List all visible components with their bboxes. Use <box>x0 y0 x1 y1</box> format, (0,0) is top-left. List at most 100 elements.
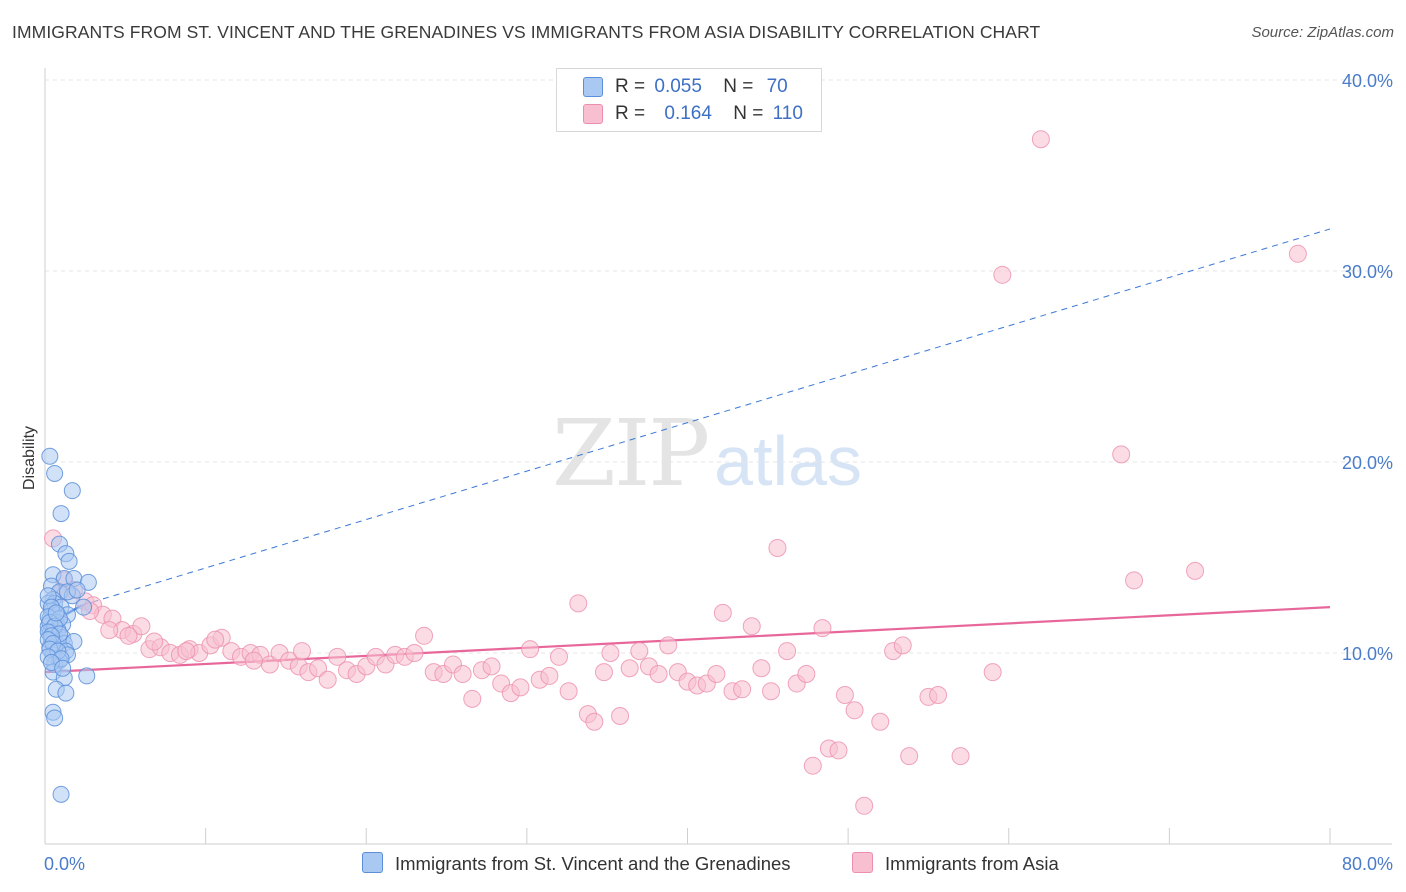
data-point-asia <box>569 594 588 613</box>
axis-labels: 10.0% 20.0% 30.0% 40.0% 0.0% 80.0% Disability <box>21 71 1393 874</box>
data-point-asia <box>100 621 119 640</box>
y-tick-label: 20.0% <box>1342 453 1393 473</box>
bottom-legend-label-pink: Immigrants from Asia <box>885 853 1059 874</box>
data-point-asia <box>659 636 678 655</box>
data-point-svg <box>41 447 59 465</box>
data-point-asia <box>829 741 848 760</box>
data-point-asia <box>1112 445 1131 464</box>
data-point-asia <box>620 659 639 678</box>
data-point-asia <box>835 686 854 705</box>
data-point-asia <box>482 657 501 676</box>
data-point-asia <box>649 665 668 684</box>
data-point-asia <box>803 756 822 775</box>
data-point-asia <box>293 642 311 661</box>
data-point-asia <box>1186 561 1205 580</box>
bottom-legend-blue: Immigrants from St. Vincent and the Gren… <box>362 852 791 875</box>
data-point-svg <box>78 667 96 685</box>
legend-r-label: R = <box>615 103 646 124</box>
trend-lines <box>44 228 1331 674</box>
series-asia-points <box>44 130 1307 815</box>
data-point-asia <box>768 538 787 557</box>
legend-r-value: 0.164 <box>664 103 712 124</box>
data-point-asia <box>453 665 472 684</box>
watermark: ZIPatlas <box>552 400 862 507</box>
data-point-asia <box>328 647 347 666</box>
data-point-svg <box>52 505 70 523</box>
data-point-asia <box>177 642 196 661</box>
chart-title: IMMIGRANTS FROM ST. VINCENT AND THE GREN… <box>12 22 1041 42</box>
data-point-asia <box>900 747 919 766</box>
series-svg-points <box>39 447 97 803</box>
source-credit: Source: ZipAtlas.com <box>1251 24 1394 41</box>
legend-swatch-blue <box>583 77 603 97</box>
data-point-asia <box>813 619 832 638</box>
data-point-asia <box>951 747 970 766</box>
data-point-asia <box>309 659 328 678</box>
watermark-atlas: atlas <box>714 422 863 500</box>
data-point-asia <box>742 617 761 636</box>
data-point-asia <box>540 666 559 685</box>
data-point-svg <box>46 709 64 727</box>
trend-line-svg-extension <box>81 228 1331 606</box>
data-point-asia <box>630 642 649 661</box>
data-point-asia <box>145 632 164 651</box>
legend-n-value: 110 <box>772 103 803 124</box>
data-point-asia <box>521 640 540 659</box>
y-tick-label: 10.0% <box>1342 644 1393 664</box>
data-point-svg <box>75 598 93 616</box>
watermark-zip: ZIP <box>552 400 710 507</box>
x-tick-label: 80.0% <box>1342 854 1393 874</box>
legend-n-value: 70 <box>766 76 788 97</box>
data-point-asia <box>119 626 138 645</box>
bottom-legend-label-blue: Immigrants from St. Vincent and the Gren… <box>395 853 791 874</box>
data-point-asia <box>1125 571 1144 590</box>
data-point-asia <box>1288 244 1307 263</box>
data-point-asia <box>797 665 816 684</box>
legend-n-label: N = <box>733 103 764 124</box>
data-point-asia <box>752 659 771 678</box>
data-point-asia <box>601 644 620 662</box>
bottom-legend-swatch-blue <box>362 852 383 873</box>
data-point-asia <box>733 680 752 699</box>
data-point-svg <box>57 684 75 702</box>
y-tick-label: 30.0% <box>1342 262 1393 282</box>
data-point-svg <box>68 581 86 599</box>
y-tick-label: 40.0% <box>1342 71 1393 91</box>
data-point-asia <box>206 630 225 649</box>
correlation-legend: R = 0.055 N = 70 R = 0.164 N = 110 <box>556 68 822 132</box>
legend-r-value: 0.055 <box>654 76 702 97</box>
data-point-asia <box>463 689 482 708</box>
data-point-asia <box>405 644 424 662</box>
data-point-asia <box>244 651 263 670</box>
data-point-asia <box>1031 130 1050 149</box>
data-point-asia <box>594 663 613 682</box>
data-point-svg <box>54 659 72 677</box>
data-point-svg <box>46 464 64 482</box>
data-point-asia <box>762 682 781 701</box>
bottom-legend-pink: Immigrants from Asia <box>852 852 1059 875</box>
data-point-asia <box>845 701 864 720</box>
data-point-svg <box>63 482 81 500</box>
data-point-asia <box>713 603 732 622</box>
data-point-svg <box>47 604 65 622</box>
legend-swatch-pink <box>583 104 603 124</box>
x-tick-label: 0.0% <box>44 854 85 874</box>
data-point-asia <box>550 647 568 666</box>
legend-r-label: R = <box>615 76 646 97</box>
data-point-asia <box>132 617 151 636</box>
axes <box>44 68 1392 845</box>
y-axis-label: Disability <box>21 426 38 490</box>
data-point-asia <box>871 712 890 731</box>
data-point-svg <box>52 785 70 803</box>
data-point-asia <box>559 682 578 701</box>
data-point-asia <box>585 712 604 731</box>
data-point-asia <box>983 663 1002 682</box>
data-point-asia <box>929 686 948 705</box>
data-point-asia <box>611 707 630 726</box>
bottom-legend-swatch-pink <box>852 852 873 873</box>
data-point-asia <box>993 265 1012 284</box>
data-point-asia <box>511 678 530 697</box>
data-point-asia <box>415 626 434 645</box>
data-point-asia <box>778 642 797 661</box>
